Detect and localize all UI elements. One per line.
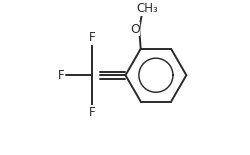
Text: CH₃: CH₃ <box>136 2 157 15</box>
Text: O: O <box>130 23 139 36</box>
Text: F: F <box>57 69 64 82</box>
Text: F: F <box>88 31 95 44</box>
Text: F: F <box>88 106 95 119</box>
